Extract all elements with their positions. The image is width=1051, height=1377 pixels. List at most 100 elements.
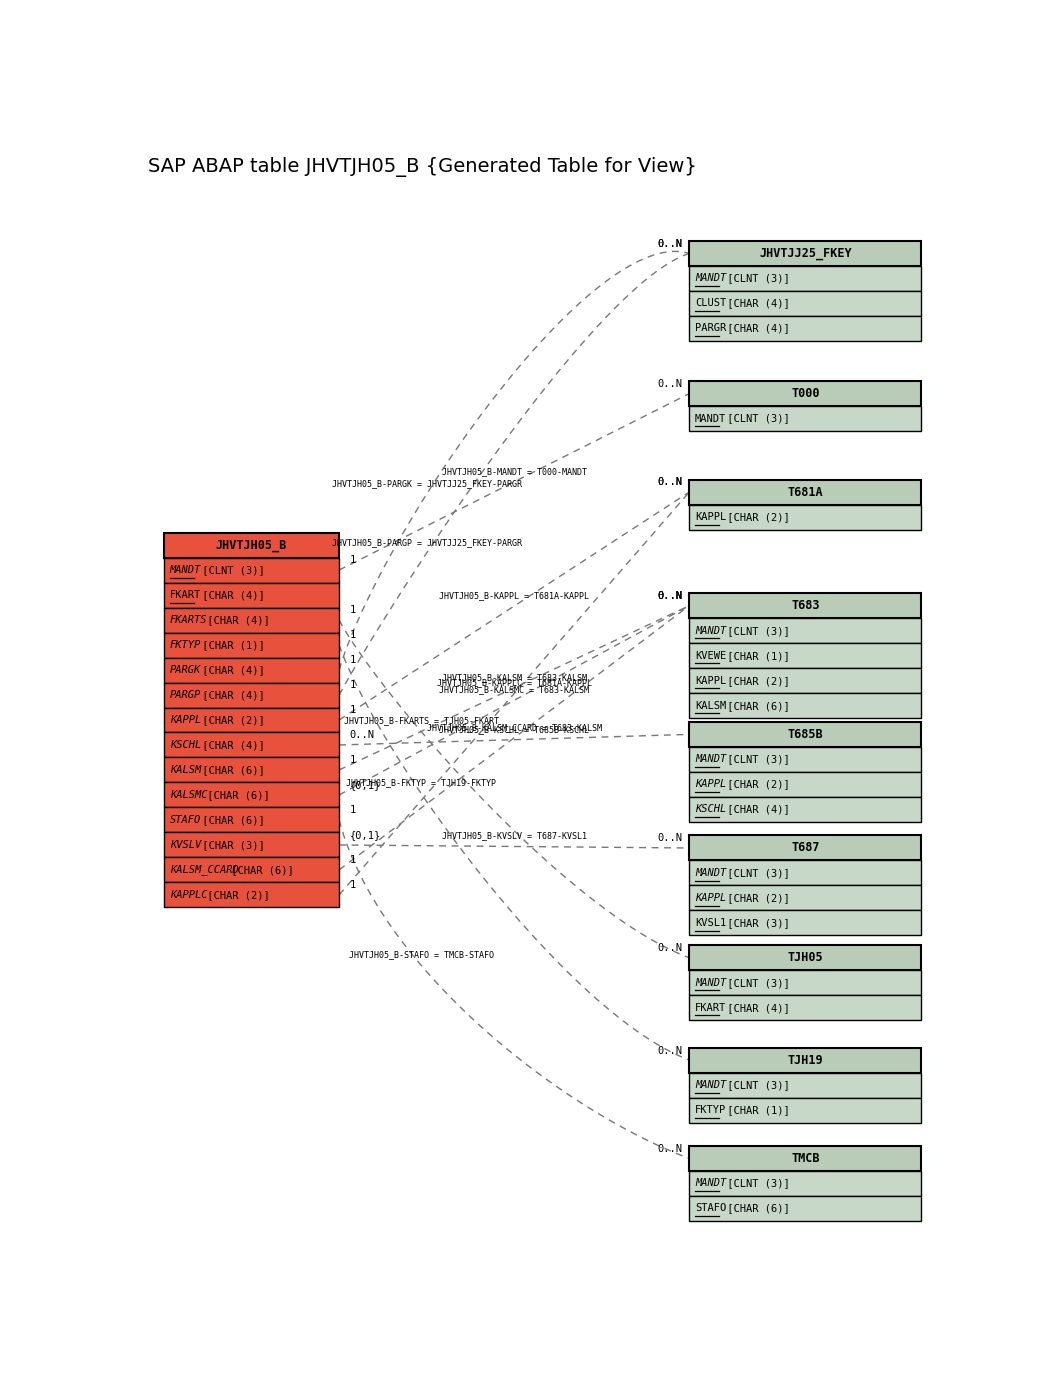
Text: T681A: T681A [787,486,823,498]
Text: FKART: FKART [169,589,201,600]
Bar [164,582,339,607]
Text: JHVTJH05_B-STAFO = TMCB-STAFO: JHVTJH05_B-STAFO = TMCB-STAFO [349,950,494,960]
Text: 1: 1 [350,806,356,815]
Bar [164,683,339,708]
Text: JHVTJJ25_FKEY: JHVTJJ25_FKEY [759,246,851,260]
Text: [CLNT (3)]: [CLNT (3)] [195,565,265,576]
Bar [689,772,922,797]
Text: [CHAR (3)]: [CHAR (3)] [195,840,265,850]
Text: [CHAR (1)]: [CHAR (1)] [721,1104,790,1115]
Text: JHVTJH05_B-MANDT = T000-MANDT: JHVTJH05_B-MANDT = T000-MANDT [441,467,586,475]
Bar [689,971,922,996]
Bar [689,291,922,315]
Bar [689,910,922,935]
Text: STAFO: STAFO [695,1203,726,1213]
Text: CLUST: CLUST [695,299,726,308]
Text: [CHAR (4)]: [CHAR (4)] [721,1002,790,1013]
Bar [689,406,922,431]
Text: [CLNT (3)]: [CLNT (3)] [721,755,790,764]
Text: [CLNT (3)]: [CLNT (3)] [721,978,790,987]
Text: [CHAR (2)]: [CHAR (2)] [195,715,265,726]
Text: KSCHL: KSCHL [695,804,726,814]
Bar [689,746,922,772]
Text: 0..N: 0..N [658,1144,683,1154]
Bar [689,885,922,910]
Text: MANDT: MANDT [695,978,726,987]
Bar [164,558,339,582]
Bar [164,883,339,907]
Text: MANDT: MANDT [695,1080,726,1091]
Text: KAPPLC: KAPPLC [169,890,207,901]
Text: TJH05: TJH05 [787,952,823,964]
Text: [CHAR (4)]: [CHAR (4)] [721,804,790,814]
Text: 0..N: 0..N [658,833,683,844]
Bar [689,668,922,693]
Bar [689,996,922,1020]
Bar [689,593,922,618]
Text: KALSMC: KALSMC [169,790,207,800]
Text: 1: 1 [350,606,356,616]
Text: [CHAR (6)]: [CHAR (6)] [225,865,294,874]
Text: STAFO: STAFO [169,815,201,825]
Text: KALSM_CCARD: KALSM_CCARD [169,865,239,876]
Text: MANDT: MANDT [169,565,201,576]
Text: [CHAR (4)]: [CHAR (4)] [201,616,269,625]
Text: MANDT: MANDT [695,274,726,284]
Text: [CLNT (3)]: [CLNT (3)] [721,413,790,424]
Bar [689,946,922,971]
Text: FKTYP: FKTYP [169,640,201,650]
Text: TJH19: TJH19 [787,1053,823,1067]
Text: MANDT: MANDT [695,755,726,764]
Text: T687: T687 [791,841,820,855]
Bar [164,807,339,833]
Text: [CHAR (1)]: [CHAR (1)] [195,640,265,650]
Bar [164,757,339,782]
Text: [CHAR (2)]: [CHAR (2)] [201,890,269,901]
Text: MANDT: MANDT [695,868,726,879]
Text: [CLNT (3)]: [CLNT (3)] [721,1080,790,1091]
Text: KAPPL: KAPPL [169,715,201,726]
Text: 0..N: 0..N [658,943,683,953]
Text: 1: 1 [350,680,356,690]
Bar [689,1197,922,1221]
Text: 0..N: 0..N [658,240,683,249]
Text: PARGP: PARGP [169,690,201,700]
Text: [CHAR (6)]: [CHAR (6)] [201,790,269,800]
Text: PARGR: PARGR [695,324,726,333]
Bar [689,797,922,822]
Text: 0..N: 0..N [658,591,683,602]
Text: JHVTJH05_B: JHVTJH05_B [215,538,287,552]
Bar [689,861,922,885]
Bar [689,479,922,504]
Text: JHVTJH05_B-KAPPLC = T681A-KAPPL: JHVTJH05_B-KAPPLC = T681A-KAPPL [437,679,592,687]
Text: [CHAR (4)]: [CHAR (4)] [195,739,265,750]
Text: [CHAR (4)]: [CHAR (4)] [195,589,265,600]
Text: [CHAR (3)]: [CHAR (3)] [721,918,790,928]
Text: 0..N: 0..N [658,478,683,487]
Text: 1: 1 [350,555,356,566]
Bar [164,658,339,683]
Text: [CHAR (2)]: [CHAR (2)] [721,676,790,686]
Bar [164,632,339,658]
Text: PARGK: PARGK [169,665,201,675]
Text: [CLNT (3)]: [CLNT (3)] [721,1179,790,1188]
Text: KAPPL: KAPPL [695,676,726,686]
Text: KAPPL: KAPPL [695,512,726,522]
Text: JHVTJH05_B-PARGP = JHVTJJ25_FKEY-PARGR: JHVTJH05_B-PARGP = JHVTJJ25_FKEY-PARGR [332,538,521,547]
Bar [689,381,922,406]
Bar [689,618,922,643]
Text: 0..N: 0..N [658,478,683,487]
Text: [CLNT (3)]: [CLNT (3)] [721,625,790,636]
Text: 1: 1 [350,855,356,865]
Bar [689,836,922,861]
Text: 1: 1 [350,655,356,665]
Text: JHVTJH05_B-KALSM = T683-KALSM: JHVTJH05_B-KALSM = T683-KALSM [441,673,586,682]
Text: [CHAR (6)]: [CHAR (6)] [195,766,265,775]
Text: {0,1}: {0,1} [350,830,380,840]
Text: FKARTS: FKARTS [169,616,207,625]
Text: 0..N: 0..N [658,1045,683,1056]
Text: [CHAR (2)]: [CHAR (2)] [721,779,790,789]
Text: JHVTJH05_B-KALSMC = T683-KALSM: JHVTJH05_B-KALSMC = T683-KALSM [439,686,590,694]
Text: KAPPL: KAPPL [695,779,726,789]
Text: JHVTJH05_B-KSCHL = T685B-KSCHL: JHVTJH05_B-KSCHL = T685B-KSCHL [439,724,590,734]
